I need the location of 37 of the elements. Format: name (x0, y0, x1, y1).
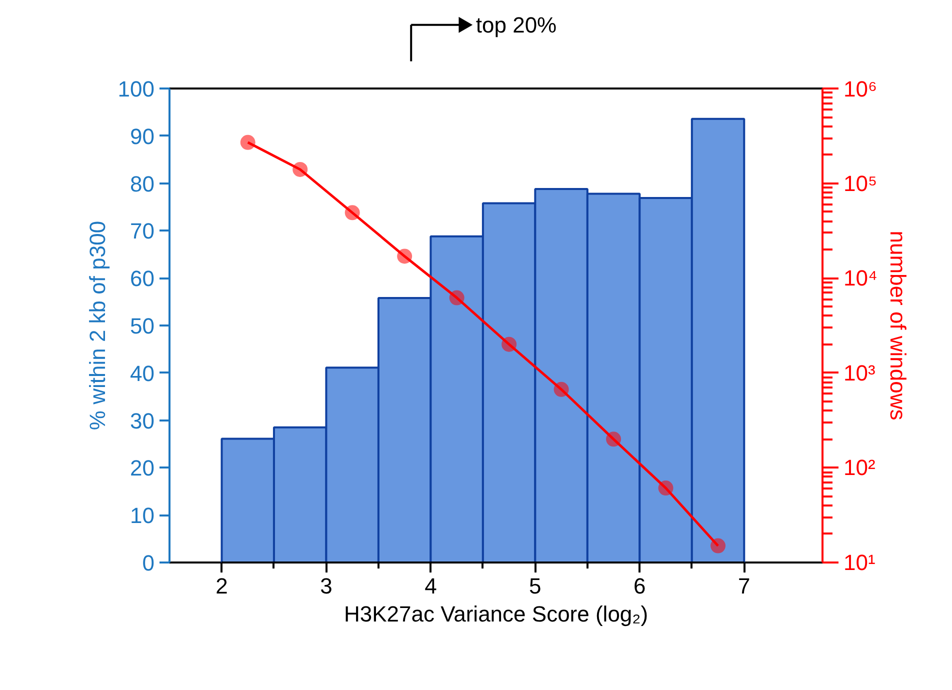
y2-tick-label: 10³ (844, 360, 876, 386)
x-tick-label: 3 (320, 574, 332, 598)
x-axis-title: H3K27ac Variance Score (log₂) (344, 602, 648, 626)
x-tick-label: 7 (738, 574, 750, 598)
y2-tick-label: 10² (844, 455, 876, 480)
text: top 20% (476, 12, 557, 38)
point (240, 134, 256, 150)
y-tick-label: 80 (130, 171, 155, 196)
point (658, 480, 674, 496)
y2-tick-label: 10⁶ (844, 76, 878, 102)
x-tick-label: 2 (216, 574, 228, 598)
y2-tick-label: 10⁴ (844, 266, 878, 291)
y-tick-label: 90 (130, 124, 155, 149)
x-tick-label: 6 (634, 574, 646, 598)
y-tick-label: 20 (130, 456, 155, 481)
x-tick-label: 4 (424, 574, 437, 598)
point (502, 336, 517, 352)
y-axis-title: % within 2 kb of p300 (84, 220, 110, 430)
y2-tick-label: 10¹ (844, 550, 876, 575)
point (397, 248, 412, 264)
y-tick-label: 50 (130, 314, 155, 338)
y2-axis-title: number of windows (885, 230, 910, 420)
y-tick-label: 70 (130, 218, 155, 244)
point (710, 538, 726, 554)
y-tick-label: 30 (130, 408, 155, 434)
point (606, 432, 622, 447)
point (449, 290, 464, 306)
y-tick-label: 10 (130, 503, 155, 528)
point (292, 162, 308, 177)
y-tick-label: 60 (130, 266, 155, 292)
y-tick-label: 100 (118, 76, 155, 102)
y-tick-label: 0 (142, 550, 155, 576)
point (344, 205, 360, 220)
y2-tick-label: 10⁵ (844, 170, 878, 196)
x-tick-label: 5 (529, 574, 542, 598)
point (554, 382, 569, 397)
y-tick-label: 40 (130, 360, 155, 386)
